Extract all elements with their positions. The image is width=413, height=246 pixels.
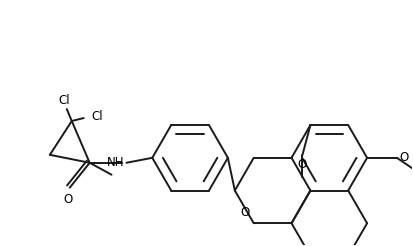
Text: NH: NH bbox=[107, 156, 124, 169]
Text: O: O bbox=[298, 158, 307, 171]
Text: O: O bbox=[240, 206, 250, 219]
Text: O: O bbox=[399, 151, 408, 164]
Text: Cl: Cl bbox=[92, 109, 103, 123]
Text: O: O bbox=[63, 193, 72, 206]
Text: Cl: Cl bbox=[58, 94, 70, 107]
